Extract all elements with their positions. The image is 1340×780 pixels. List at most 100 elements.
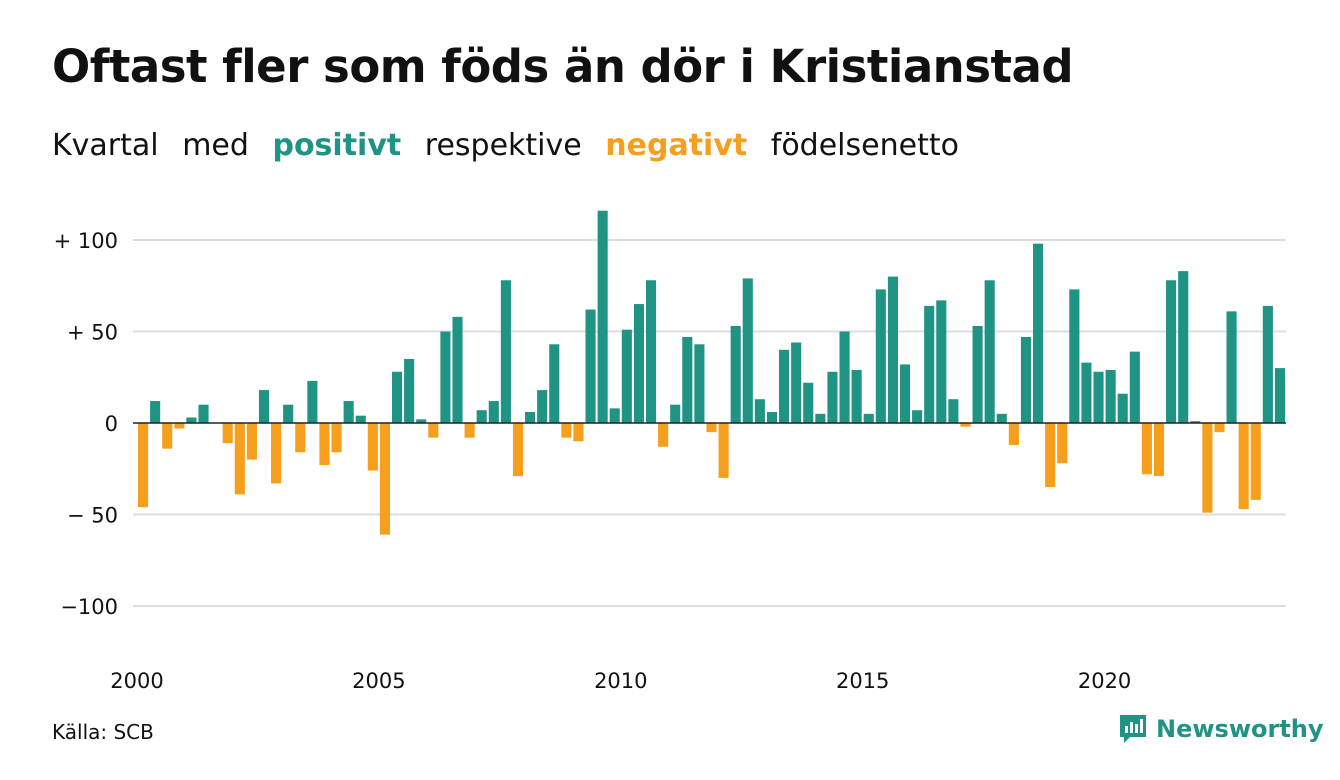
bar [174,423,185,429]
newsworthy-logo-icon [1120,715,1146,743]
bar [597,210,608,423]
chart-subtitle: Kvartal med positivt respektive negativt… [52,128,973,163]
bar [658,423,669,447]
bar [319,423,330,466]
brand-name: Newsworthy [1156,715,1324,743]
bar [404,358,415,423]
bar [1008,423,1019,445]
bar [1190,421,1201,423]
y-tick-label: 0 [105,412,118,436]
bar [500,280,511,423]
bar [863,413,874,423]
bar [815,413,826,423]
bar [984,280,995,423]
bar [1117,393,1128,423]
bar [670,404,681,423]
x-tick-label: 2000 [110,669,163,693]
bar [198,404,209,423]
bar [1153,423,1165,477]
legend-positive: positivt [272,128,402,163]
bar [258,390,270,423]
bar [1129,351,1140,423]
y-tick-label: −100 [60,595,118,619]
bar [766,412,778,423]
bar [512,423,524,477]
bar [283,404,294,423]
bar [476,410,487,423]
bar [924,305,935,423]
bar [1274,368,1285,423]
bar [573,423,584,442]
bar [633,304,644,423]
bar [609,408,620,423]
x-tick-label: 2010 [594,669,647,693]
bar [440,331,451,423]
bar [1166,280,1177,423]
bar [246,423,257,460]
bar [1081,362,1092,423]
bar [1020,336,1032,423]
bar [827,371,838,423]
bar [549,344,560,423]
bar [682,336,693,423]
bar [331,423,342,453]
subtitle-text-2: med [182,128,249,163]
x-tick-label: 2015 [836,669,889,693]
bar [1214,423,1225,433]
y-tick-label: + 100 [54,229,118,253]
bar [1226,311,1237,423]
bar [730,326,741,423]
bar [234,423,245,495]
bar [875,289,886,423]
bar [1250,423,1261,500]
bar [428,423,439,438]
bar [343,401,354,423]
bar [307,380,318,423]
y-tick-label: + 50 [67,321,118,345]
source-note: Källa: SCB [52,720,154,744]
bar [1238,423,1249,510]
bar [1069,289,1080,423]
bar [464,423,475,438]
brand-logo: Newsworthy [1118,713,1324,745]
x-tick-label: 2020 [1078,669,1131,693]
bar [138,423,149,508]
bar [1178,271,1189,423]
bar [1057,423,1068,464]
bar [488,401,499,423]
subtitle-text-3: respektive [424,128,582,163]
bar [150,401,161,423]
bar [186,417,197,423]
bar [1105,369,1116,423]
bar [1045,423,1056,488]
bar [621,329,632,423]
bar [839,331,850,423]
bar [899,364,911,423]
bar [887,276,898,423]
bar [1141,423,1152,475]
bar [1262,305,1273,423]
bar [754,399,765,423]
bar [585,309,596,423]
subtitle-text-1: Kvartal [52,128,159,163]
bar [537,390,548,423]
subtitle-text-4: födelsenetto [770,128,959,163]
bar [791,342,802,423]
x-tick-label: 2005 [352,669,405,693]
bar [271,423,282,484]
bar [645,280,657,423]
bar [561,423,572,438]
bar [694,344,705,423]
bar [295,423,306,453]
y-tick-label: − 50 [67,504,118,528]
bar [960,423,971,427]
bar [367,423,378,471]
bar [851,369,862,423]
bar [706,423,717,433]
bar [1033,243,1044,423]
bar [803,382,814,423]
bar [948,399,959,423]
bar [391,371,403,423]
bar [936,300,947,423]
chart-title: Oftast fler som föds än dör i Kristianst… [52,40,1074,93]
